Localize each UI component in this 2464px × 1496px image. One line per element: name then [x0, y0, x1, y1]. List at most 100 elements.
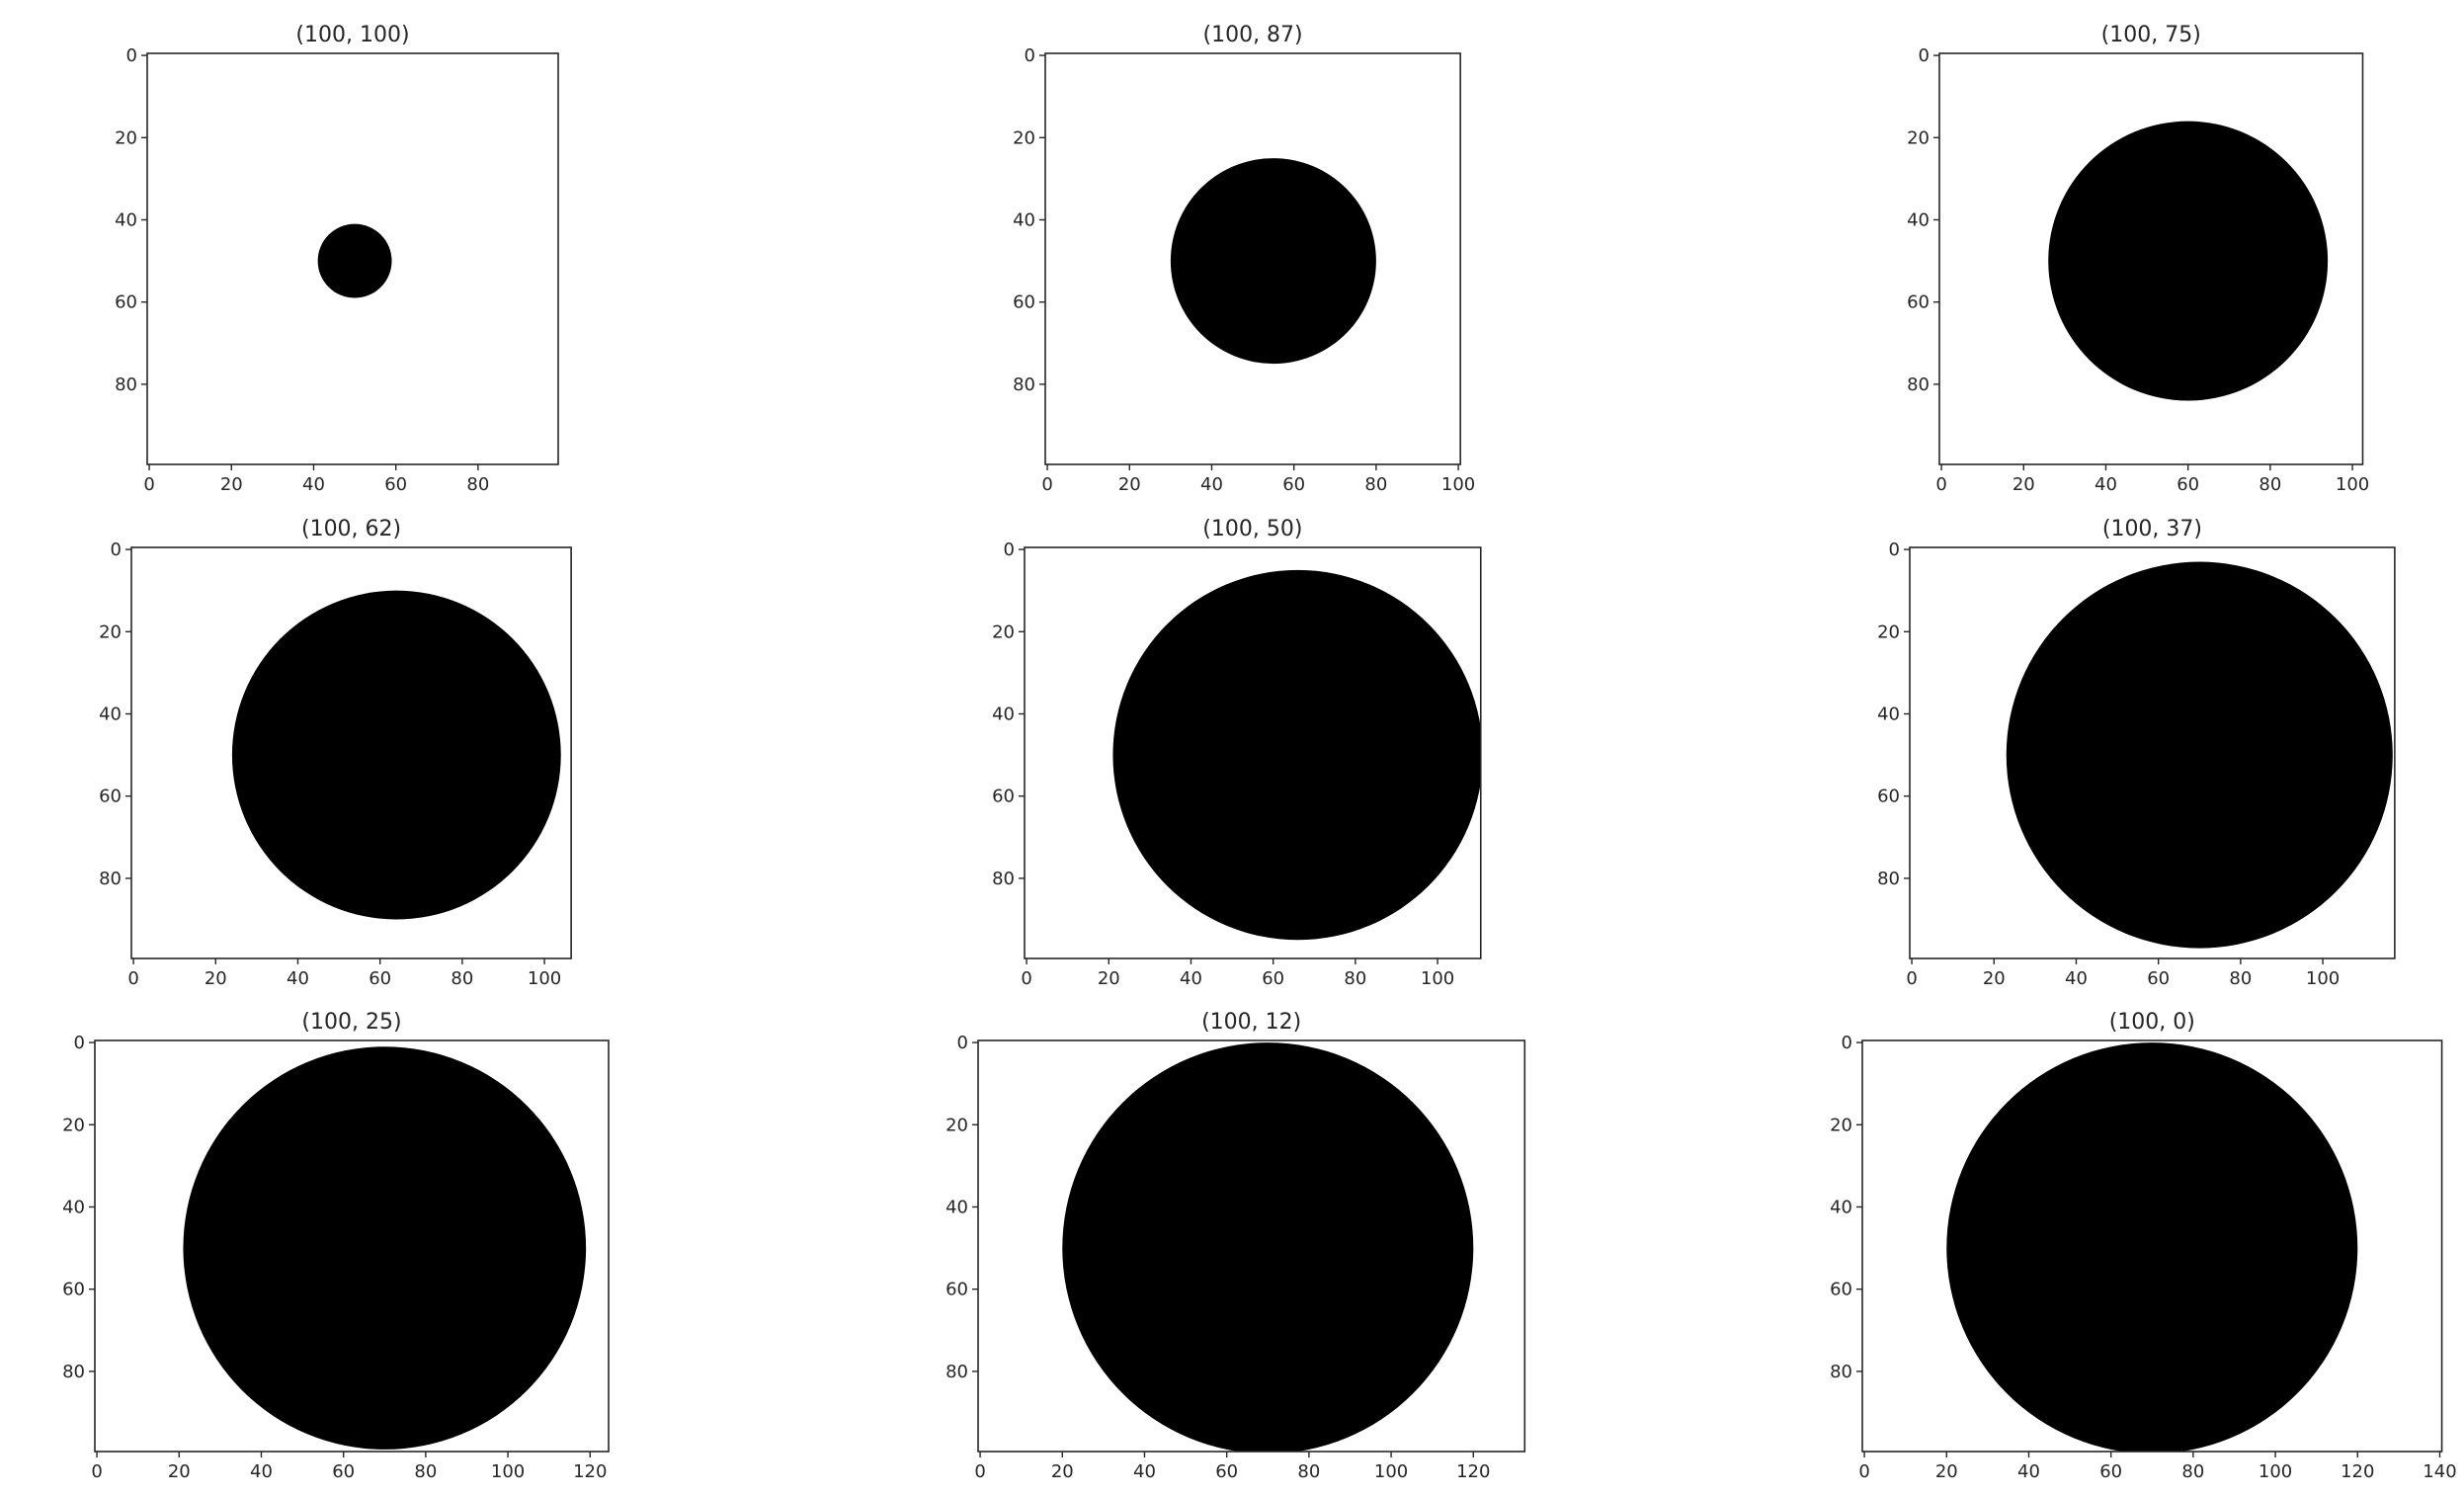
y-tick-label: 20 [62, 1115, 85, 1135]
y-tick-label: 40 [115, 209, 137, 230]
subplot: (100, 50) 0 20 40 60 80 100 0 20 40 60 80 [992, 517, 1482, 989]
x-tick-label: 80 [466, 474, 489, 495]
axes-frame [1861, 1039, 2443, 1453]
y-tick-label: 80 [1907, 374, 1930, 395]
y-tick-label: 20 [1877, 622, 1900, 642]
circle-blob [231, 590, 561, 920]
x-tick-label: 40 [250, 1461, 273, 1482]
y-tick-label: 20 [1830, 1115, 1852, 1135]
x-tick-label: 60 [2147, 968, 2170, 989]
x-tick-label: 100 [2306, 968, 2340, 989]
y-tick-label: 60 [945, 1280, 968, 1300]
y-tick-label: 0 [1004, 540, 1015, 560]
y-tick-label: 20 [992, 622, 1015, 642]
x-tick-label: 0 [1906, 968, 1917, 989]
x-tick-label: 0 [91, 1461, 102, 1482]
x-tick-label: 60 [1262, 968, 1284, 989]
x-tick-label: 0 [974, 1461, 985, 1482]
x-tick-label: 20 [1935, 1461, 1958, 1482]
y-tick-label: 0 [1842, 1033, 1852, 1053]
subplot-title: (100, 25) [301, 1010, 401, 1035]
y-tick-label: 60 [1907, 292, 1930, 313]
x-tick-label: 20 [220, 474, 243, 495]
y-tick-label: 80 [1830, 1362, 1852, 1382]
y-tick-label: 60 [115, 292, 137, 313]
circle-blob [2006, 561, 2393, 949]
x-tick-label: 20 [2012, 474, 2035, 495]
y-tick-label: 0 [74, 1033, 85, 1053]
x-tick-label: 100 [2336, 474, 2369, 495]
y-tick-label: 80 [1013, 374, 1035, 395]
x-tick-label: 0 [1858, 1461, 1869, 1482]
y-tick-label: 60 [1877, 787, 1900, 807]
axes-frame [1938, 52, 2364, 465]
y-tick-label: 60 [1830, 1280, 1852, 1300]
x-tick-label: 80 [2181, 1461, 2204, 1482]
y-tick-label: 40 [62, 1197, 85, 1217]
x-tick-label: 40 [2094, 474, 2117, 495]
x-tick-label: 80 [1297, 1461, 1320, 1482]
x-tick-label: 100 [1441, 474, 1475, 495]
axes-frame [1909, 546, 2396, 959]
y-tick-label: 20 [99, 622, 122, 642]
x-tick-label: 80 [451, 968, 473, 989]
y-tick-label: 40 [1877, 704, 1900, 724]
y-tick-label: 0 [957, 1033, 968, 1053]
y-tick-label: 60 [99, 787, 122, 807]
subplot-title: (100, 87) [1203, 23, 1303, 47]
x-tick-label: 40 [1133, 1461, 1156, 1482]
subplot-title: (100, 75) [2101, 23, 2201, 47]
x-tick-label: 60 [384, 474, 407, 495]
y-tick-label: 20 [1013, 127, 1035, 148]
subplot: (100, 37) 0 20 40 60 80 100 0 20 40 60 80 [1877, 517, 2396, 989]
x-tick-label: 40 [2065, 968, 2088, 989]
circle-blob [183, 1046, 587, 1450]
y-tick-label: 40 [99, 704, 122, 724]
x-tick-label: 40 [2017, 1461, 2040, 1482]
axes-frame [1024, 546, 1482, 959]
x-tick-label: 0 [1021, 968, 1031, 989]
y-tick-label: 40 [1830, 1197, 1852, 1217]
y-tick-label: 80 [992, 869, 1015, 889]
x-tick-label: 0 [143, 474, 154, 495]
x-tick-label: 40 [302, 474, 325, 495]
x-tick-label: 40 [287, 968, 309, 989]
x-tick-label: 100 [1421, 968, 1454, 989]
subplot: (100, 62) 0 20 40 60 80 100 0 20 40 60 80 [99, 517, 572, 989]
subplot: (100, 12) 0 20 40 60 80 100 120 0 20 40 60 80 [945, 1010, 1526, 1482]
x-tick-label: 120 [2341, 1461, 2374, 1482]
x-tick-label: 20 [1118, 474, 1141, 495]
axes-frame [146, 52, 559, 465]
circle-blob [1946, 1042, 2358, 1452]
x-tick-label: 20 [1051, 1461, 1074, 1482]
y-tick-label: 80 [1877, 869, 1900, 889]
x-tick-label: 60 [2177, 474, 2199, 495]
x-tick-label: 60 [2099, 1461, 2122, 1482]
subplot-title: (100, 12) [1201, 1010, 1301, 1035]
subplot: (100, 100) 0 20 40 60 80 0 20 40 60 80 [115, 23, 559, 495]
y-tick-label: 0 [1919, 45, 1930, 66]
y-tick-label: 0 [1025, 45, 1035, 66]
y-tick-label: 80 [115, 374, 137, 395]
x-tick-label: 100 [2259, 1461, 2292, 1482]
circle-blob [317, 223, 392, 298]
x-tick-label: 20 [168, 1461, 191, 1482]
subplot-title: (100, 37) [2102, 517, 2202, 541]
subplot-title: (100, 62) [301, 517, 401, 541]
x-tick-label: 20 [1983, 968, 2006, 989]
x-tick-label: 80 [1364, 474, 1387, 495]
subplot: (100, 25) 0 20 40 60 80 100 120 0 20 40 60 80 [62, 1010, 610, 1482]
subplot-title: (100, 0) [2109, 1010, 2195, 1035]
y-tick-label: 0 [111, 540, 122, 560]
x-tick-label: 120 [573, 1461, 607, 1482]
x-tick-label: 60 [1215, 1461, 1238, 1482]
y-tick-label: 60 [1013, 292, 1035, 313]
x-tick-label: 80 [2259, 474, 2281, 495]
x-tick-label: 0 [1935, 474, 1946, 495]
x-tick-label: 0 [127, 968, 138, 989]
subplot: (100, 0) 0 20 40 60 80 100 120 140 0 20 40 60 80 [1830, 1010, 2457, 1482]
subplot-title: (100, 50) [1202, 517, 1302, 541]
subplot-title: (100, 100) [295, 23, 409, 47]
x-tick-label: 80 [414, 1461, 437, 1482]
